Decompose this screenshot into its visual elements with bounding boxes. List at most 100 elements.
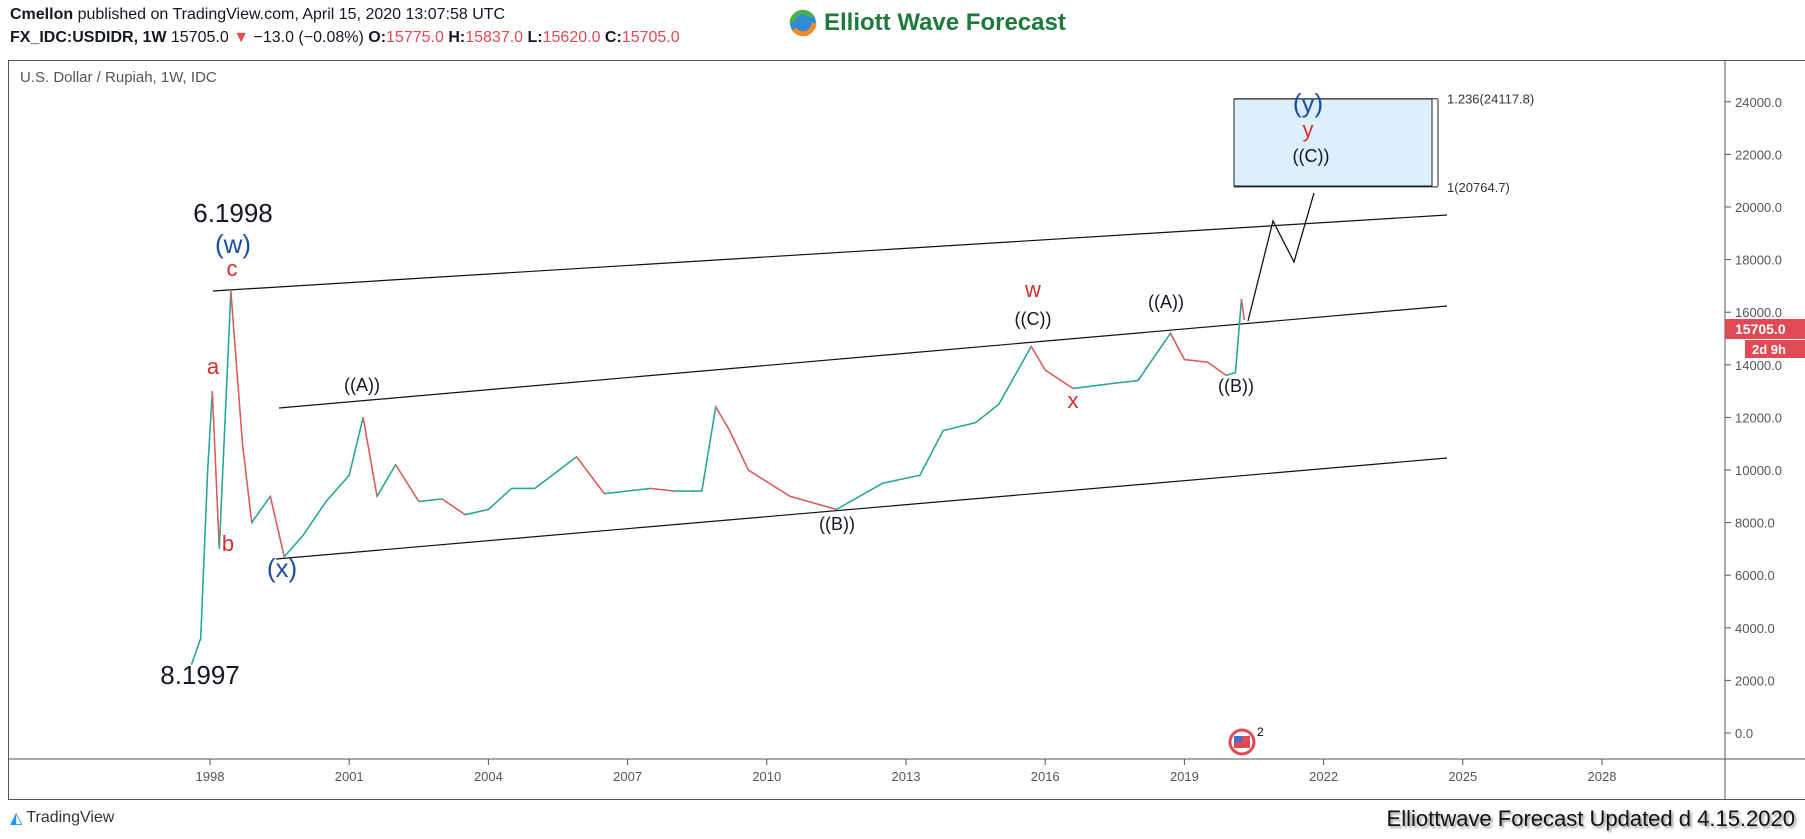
price-segment: [206, 391, 214, 471]
x-tick-label: 2001: [335, 769, 364, 784]
price-segment: [487, 487, 513, 510]
price-segment: [230, 291, 244, 444]
price-segment: [701, 406, 717, 492]
x-tick-label: 2022: [1309, 769, 1338, 784]
wave-label: ((A)): [344, 375, 380, 395]
tradingview-brand[interactable]: ◭ TradingView: [10, 808, 114, 828]
price-segment: [1184, 358, 1208, 363]
y-tick-label: 6000.0: [1735, 568, 1775, 583]
x-tick-label: 2028: [1588, 769, 1617, 784]
price-segment: [348, 417, 364, 476]
y-tick-label: 2000.0: [1735, 673, 1775, 688]
price-segment: [218, 291, 232, 549]
wave-label: 8.1997: [160, 660, 240, 690]
wave-label: ((A)): [1148, 292, 1184, 312]
x-tick-label: 2004: [474, 769, 503, 784]
price-segment: [465, 508, 489, 516]
price-segment: [302, 501, 327, 537]
target-box[interactable]: [1233, 98, 1433, 187]
y-tick-label: 22000.0: [1735, 147, 1782, 162]
price-segment: [269, 496, 285, 557]
price-segment: [241, 443, 253, 523]
y-tick-label: 10000.0: [1735, 463, 1782, 478]
price-segment: [1169, 332, 1186, 360]
price-segment: [836, 482, 884, 511]
price-segment: [441, 498, 466, 516]
channel-lower-line[interactable]: [275, 457, 1448, 560]
high-label: H:: [448, 29, 466, 46]
update-note: Elliottwave Forecast Updated d 4.15.2020: [1386, 806, 1795, 831]
price-tag-value: 15705.0: [1735, 321, 1786, 337]
wave-label: ((B)): [1218, 376, 1254, 396]
price-segment: [604, 487, 651, 495]
price-segment: [418, 498, 443, 503]
projection-path[interactable]: [1247, 192, 1315, 322]
x-tick-label: 2013: [892, 769, 921, 784]
last-price: 15705.0: [170, 29, 229, 46]
wave-label: (w): [215, 229, 251, 259]
price-segment: [376, 464, 397, 497]
price-segment: [190, 638, 202, 665]
wave-label: (x): [267, 553, 297, 583]
price-tag: [1725, 319, 1805, 339]
triangle-down-icon: ▼: [233, 29, 250, 46]
countdown-tag: [1745, 340, 1805, 358]
price-segment: [395, 464, 420, 502]
x-tick-label: 2019: [1170, 769, 1199, 784]
open-label: O:: [368, 29, 387, 46]
price-segment: [1207, 361, 1227, 376]
wave-label: w: [1024, 277, 1041, 302]
price-segment: [1030, 346, 1046, 371]
price-segment: [650, 487, 675, 492]
price-segment: [325, 474, 350, 503]
price-segment: [283, 535, 304, 558]
publish-info: Cmellon published on TradingView.com, Ap…: [10, 6, 505, 24]
tradingview-logo-icon: ◭: [10, 810, 23, 827]
x-tick-label: 2007: [613, 769, 642, 784]
logo-text: Elliott Wave Forecast: [824, 9, 1066, 36]
wave-label: ((C)): [1293, 146, 1330, 166]
price-segment: [942, 421, 976, 432]
y-tick-label: 12000.0: [1735, 410, 1782, 425]
wave-label: 6.1998: [193, 198, 273, 228]
price-segment: [975, 403, 1000, 424]
y-tick-label: 4000.0: [1735, 621, 1775, 636]
publish-text: published on TradingView.com, April 15, …: [77, 6, 506, 23]
price-segment: [715, 406, 731, 431]
price-segment: [882, 474, 921, 484]
wave-label: y: [1303, 117, 1314, 142]
price-segment: [1225, 372, 1236, 376]
price-segment: [362, 417, 378, 497]
change: −13.0 (−0.08%): [253, 29, 364, 46]
fib-level-label: 1(20764.7): [1447, 180, 1510, 195]
logo-icon: [789, 9, 817, 37]
open-value: 15775.0: [386, 29, 444, 46]
chart-frame: [8, 60, 1805, 800]
countdown-value: 2d 9h: [1752, 342, 1786, 357]
y-tick-label: 18000.0: [1735, 253, 1782, 268]
x-tick-label: 2010: [752, 769, 781, 784]
channel-upper-line[interactable]: [212, 214, 1448, 292]
y-tick-label: 0.0: [1735, 726, 1753, 741]
price-segment: [747, 469, 791, 497]
symbol: FX_IDC:USDIDR, 1W: [10, 29, 167, 46]
ohlc-bar: FX_IDC:USDIDR, 1W 15705.0 ▼ −13.0 (−0.08…: [10, 29, 680, 47]
x-tick-label: 1998: [196, 769, 225, 784]
wave-label: a: [207, 354, 220, 379]
us-flag-event-icon[interactable]: 2: [1228, 725, 1264, 756]
price-segment: [1114, 379, 1139, 384]
event-count: 2: [1257, 725, 1264, 739]
author[interactable]: Cmellon: [10, 6, 74, 23]
high-value: 15837.0: [465, 29, 524, 46]
wave-label: c: [227, 256, 238, 281]
price-segment: [729, 430, 749, 471]
low-value: 15620.0: [542, 29, 601, 46]
wave-label: x: [1068, 388, 1079, 413]
price-segment: [1044, 369, 1074, 390]
price-segment: [534, 456, 577, 489]
y-tick-label: 8000.0: [1735, 516, 1775, 531]
price-segment: [251, 495, 271, 524]
channel-middle-line[interactable]: [278, 305, 1448, 409]
price-segment: [1240, 298, 1245, 321]
